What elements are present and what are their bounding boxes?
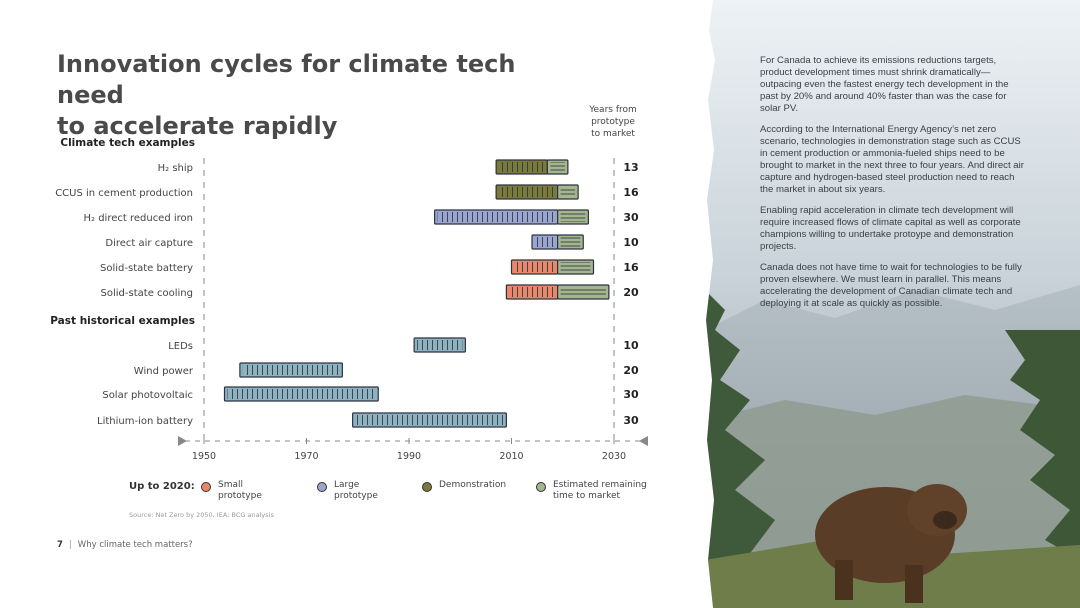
innovation-chart: Climate tech examples H₂ ship 13 CCUS in ce… <box>50 137 648 462</box>
body-paragraph-1: For Canada to achieve its emissions redu… <box>760 55 1009 114</box>
row-label-leds: LEDs <box>168 341 193 352</box>
group-label-climate-tech-examples: Climate tech examples <box>60 137 195 149</box>
legend-dot-remaining <box>536 482 546 492</box>
body-paragraph-4: Canada does not have time to wait for te… <box>760 262 1022 309</box>
bar-texture-ccus-in-cement-production-remaining <box>560 187 576 197</box>
bar-texture-leds-history <box>417 340 463 350</box>
legend-dot-large <box>317 482 327 492</box>
footer-section: Why climate tech matters? <box>77 540 193 550</box>
row-label-h-ship: H₂ ship <box>158 163 193 174</box>
bar-texture-lithium-ion-battery-history <box>355 415 504 425</box>
footer-separator: | <box>68 540 72 550</box>
row-label-lithium-ion-battery: Lithium-ion battery <box>97 416 193 427</box>
legend-label-remaining: Estimated remaining time to market <box>553 480 647 501</box>
years-value-wind-power: 20 <box>623 364 639 377</box>
years-header-line-3: to market <box>591 129 635 139</box>
row-label-solid-state-cooling: Solid-state cooling <box>101 288 193 299</box>
years-value-lithium-ion-battery: 30 <box>623 414 639 427</box>
x-axis-left-arrow <box>178 436 187 446</box>
years-header-line-2: prototype <box>591 117 635 127</box>
body-text: For Canada to achieve its emissions redu… <box>760 55 1025 319</box>
row-label-ccus-in-cement-production: CCUS in cement production <box>55 188 193 199</box>
bar-texture-solid-state-battery-remaining <box>560 262 591 272</box>
years-value-leds: 10 <box>623 339 639 352</box>
years-header-line-1: Years from <box>589 105 637 115</box>
bar-texture-h-direct-reduced-iron-large <box>437 212 555 222</box>
bar-texture-h-ship-demonstration <box>499 162 545 172</box>
x-tick-label-1990: 1990 <box>397 451 421 462</box>
page-number: 7 <box>57 540 63 550</box>
row-label-direct-air-capture: Direct air capture <box>105 238 193 249</box>
legend-item-remaining: Estimated remaining time to market <box>536 480 653 502</box>
page-title: Innovation cycles for climate tech need … <box>57 49 577 142</box>
legend-dot-demonstration <box>422 482 432 492</box>
legend-dot-small <box>201 482 211 492</box>
years-value-ccus-in-cement-production: 16 <box>623 186 639 199</box>
bar-texture-solid-state-cooling-remaining <box>560 287 606 297</box>
years-value-direct-air-capture: 10 <box>623 236 639 249</box>
x-tick-label-2030: 2030 <box>602 451 626 462</box>
years-column-header: Years from prototype to market <box>583 104 643 140</box>
page-footer: 7 | Why climate tech matters? <box>57 540 193 550</box>
x-tick-label-2010: 2010 <box>499 451 523 462</box>
legend-item-small-prototype: Small prototype <box>201 480 278 502</box>
row-label-h-direct-reduced-iron: H₂ direct reduced iron <box>83 213 193 224</box>
body-paragraph-2: According to the International Energy Ag… <box>760 124 1024 195</box>
legend-label-large: Large prototype <box>334 480 378 501</box>
legend-label-demonstration: Demonstration <box>439 480 507 490</box>
page-title-line-1: Innovation cycles for climate tech need <box>57 50 516 109</box>
years-value-h-direct-reduced-iron: 30 <box>623 211 639 224</box>
bar-texture-solid-state-battery-small <box>514 262 555 272</box>
legend-item-demonstration: Demonstration <box>422 480 534 492</box>
legend-item-large-prototype: Large prototype <box>317 480 394 502</box>
page-title-line-2: to accelerate rapidly <box>57 112 338 140</box>
legend-label-small: Small prototype <box>218 480 262 501</box>
years-value-solid-state-battery: 16 <box>623 261 639 274</box>
bar-texture-wind-power-history <box>242 365 340 375</box>
bar-texture-solid-state-cooling-small <box>509 287 555 297</box>
body-paragraph-3: Enabling rapid acceleration in climate t… <box>760 205 1021 252</box>
years-value-h-ship: 13 <box>623 161 638 174</box>
bar-texture-solar-photovoltaic-history <box>227 389 376 399</box>
x-tick-label-1970: 1970 <box>294 451 318 462</box>
row-label-solar-photovoltaic: Solar photovoltaic <box>102 390 193 401</box>
bar-texture-direct-air-capture-large <box>535 237 555 247</box>
bear-landscape-image <box>705 0 1080 608</box>
row-label-wind-power: Wind power <box>134 366 194 377</box>
x-tick-label-1950: 1950 <box>192 451 216 462</box>
innovation-chart-svg: Climate tech examples H₂ ship 13 CCUS in ce… <box>50 137 648 462</box>
right-panel: For Canada to achieve its emissions redu… <box>705 0 1080 608</box>
bar-texture-direct-air-capture-remaining <box>560 237 581 247</box>
bar-texture-h-direct-reduced-iron-remaining <box>560 212 586 222</box>
x-axis-right-arrow <box>639 436 648 446</box>
bar-texture-ccus-in-cement-production-demonstration <box>499 187 555 197</box>
legend-title: Up to 2020: <box>129 481 195 492</box>
row-label-solid-state-battery: Solid-state battery <box>100 263 193 274</box>
years-value-solid-state-cooling: 20 <box>623 286 639 299</box>
source-note: Source: Net Zero by 2050, IEA; BCG analy… <box>129 511 274 519</box>
bar-texture-h-ship-remaining <box>550 162 565 172</box>
group-label-past-historical-examples: Past historical examples <box>50 315 195 327</box>
years-value-solar-photovoltaic: 30 <box>623 388 639 401</box>
